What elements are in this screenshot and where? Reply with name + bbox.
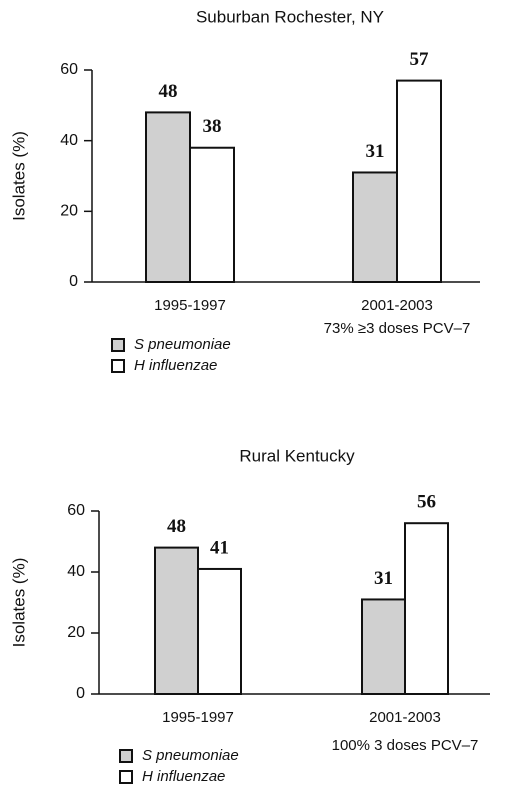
y-tick-label: 60 [60, 61, 78, 78]
value-label: 48 [167, 516, 186, 537]
x-tick-label: 2001-2003 [369, 709, 441, 726]
y-axis-label: Isolates (%) [9, 131, 28, 221]
bar [189, 146, 235, 283]
y-tick-label: 0 [76, 685, 85, 702]
y-tick-label: 40 [60, 132, 78, 149]
x-tick-label: 2001-2003 [361, 297, 433, 314]
value-label: 57 [410, 49, 430, 70]
legend-label: H influenzae [142, 768, 225, 785]
value-label: 41 [210, 537, 229, 558]
value-label: 56 [417, 492, 436, 513]
value-label: 38 [203, 116, 222, 137]
value-label: 31 [366, 141, 385, 162]
y-axis-label: Isolates (%) [9, 558, 28, 648]
y-tick-label: 40 [67, 563, 85, 580]
x-tick-label: 1995-1997 [154, 297, 226, 314]
value-label: 31 [374, 568, 393, 589]
legend-label: S pneumoniae [142, 747, 239, 764]
bar [197, 567, 242, 696]
legend-swatch [111, 359, 125, 373]
y-tick-label: 60 [67, 502, 85, 519]
bar [154, 546, 199, 695]
value-label: 48 [159, 81, 178, 102]
legend-label: S pneumoniae [134, 336, 231, 353]
annotation: 100% 3 doses PCV–7 [332, 737, 479, 754]
bar [404, 522, 449, 696]
chart-title: Rural Kentucky [239, 446, 355, 465]
bar [396, 79, 442, 283]
bar [352, 171, 398, 283]
chart-title: Suburban Rochester, NY [196, 7, 384, 26]
y-tick-label: 20 [60, 203, 78, 220]
y-tick-label: 0 [69, 273, 78, 290]
annotation: 73% ≥3 doses PCV–7 [324, 320, 471, 337]
bar [145, 111, 191, 284]
legend-label: H influenzae [134, 357, 217, 374]
legend-swatch [119, 749, 133, 763]
legend-swatch [111, 338, 125, 352]
bar [361, 598, 406, 696]
legend-swatch [119, 770, 133, 784]
y-tick-label: 20 [67, 624, 85, 641]
x-tick-label: 1995-1997 [162, 709, 234, 726]
